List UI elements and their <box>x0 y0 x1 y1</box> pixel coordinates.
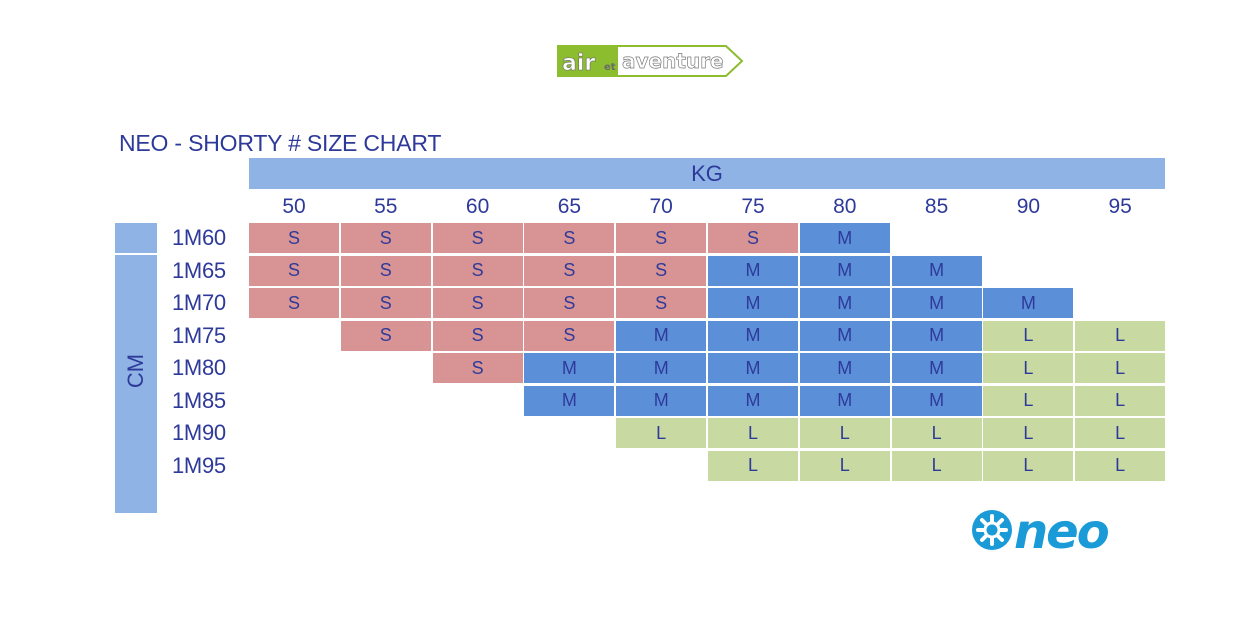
size-cell: S <box>616 255 707 286</box>
size-cell: S <box>524 255 615 286</box>
size-cell: S <box>340 255 431 286</box>
size-cell: L <box>799 450 890 481</box>
size-cell: M <box>891 353 982 383</box>
svg-text:neo: neo <box>1014 506 1109 554</box>
weight-column-header: 85 <box>924 195 949 218</box>
weight-header-row: 50 55 60 65 70 75 80 85 90 95 <box>249 195 1169 223</box>
size-cell: L <box>1075 418 1166 448</box>
size-cell: S <box>340 288 431 318</box>
size-cell: L <box>1075 320 1166 351</box>
height-row-label: 1M75 <box>172 322 226 348</box>
size-cell: M <box>891 288 982 318</box>
weight-column-header: 70 <box>649 195 673 218</box>
size-cell: S <box>340 223 431 253</box>
height-row-label: 1M95 <box>172 452 226 478</box>
kg-axis-label: KG <box>691 160 723 186</box>
size-cell: S <box>249 288 339 318</box>
size-cell: L <box>1075 385 1166 416</box>
size-cell: S <box>249 223 339 253</box>
weight-column-header: 95 <box>1108 195 1132 218</box>
cm-axis-label: CM <box>123 353 148 389</box>
size-cell: M <box>616 385 707 416</box>
air-et-aventure-logo: air et aventure <box>557 45 744 77</box>
size-cell: M <box>708 288 798 318</box>
kg-axis-bar: KG <box>249 158 1165 189</box>
height-row-label: 1M80 <box>172 355 226 380</box>
size-cell: L <box>983 353 1074 383</box>
size-cell: L <box>1075 353 1166 383</box>
size-cell: S <box>616 223 707 253</box>
weight-column-header: 60 <box>465 195 490 218</box>
size-cell: M <box>799 223 890 253</box>
weight-column-header: 90 <box>1016 195 1041 218</box>
size-cell: M <box>524 353 615 383</box>
size-cell: M <box>799 255 890 286</box>
height-row-label: 1M60 <box>172 225 226 250</box>
height-row-label: 1M90 <box>172 420 226 445</box>
size-cell: S <box>340 320 431 351</box>
size-cell: L <box>1075 450 1166 481</box>
size-cell: S <box>432 255 523 286</box>
size-cell: S <box>524 320 615 351</box>
weight-column-header: 80 <box>833 195 857 218</box>
size-cell: L <box>891 450 982 481</box>
height-row-label: 1M65 <box>172 257 226 283</box>
size-cell: L <box>983 320 1074 351</box>
size-cell: L <box>616 418 707 448</box>
size-cell: L <box>983 385 1074 416</box>
weight-column-header: 50 <box>282 195 306 218</box>
height-row-label: 1M70 <box>172 290 226 315</box>
size-cell: S <box>432 353 523 383</box>
size-cell: M <box>891 320 982 351</box>
neo-logo: neo <box>972 506 1111 554</box>
size-cell: L <box>799 418 890 448</box>
size-cell: S <box>249 255 339 286</box>
weight-column-header: 65 <box>557 195 582 218</box>
size-cell: L <box>983 418 1074 448</box>
cm-axis-notch <box>157 483 161 513</box>
size-cell: L <box>983 450 1074 481</box>
size-cell: L <box>708 418 798 448</box>
svg-text:air: air <box>562 51 595 76</box>
size-cell: M <box>708 385 798 416</box>
size-cell: M <box>708 255 798 286</box>
size-cell: S <box>616 288 707 318</box>
size-cell: M <box>799 320 890 351</box>
size-cell: M <box>983 288 1074 318</box>
size-cell: M <box>616 320 707 351</box>
height-row-label: 1M85 <box>172 387 226 413</box>
size-cell: M <box>708 353 798 383</box>
chart-title: NEO - SHORTY # SIZE CHART <box>119 130 442 156</box>
size-cell: M <box>524 385 615 416</box>
size-cell: L <box>708 450 798 481</box>
size-cell: M <box>799 353 890 383</box>
size-cell: S <box>524 223 615 253</box>
size-cell: M <box>708 320 798 351</box>
size-cell: S <box>432 320 523 351</box>
weight-column-header: 55 <box>374 195 398 218</box>
size-cell: S <box>708 223 798 253</box>
svg-text:et: et <box>604 62 616 73</box>
size-cell: S <box>432 288 523 318</box>
size-cell: S <box>524 288 615 318</box>
size-cell: S <box>432 223 523 253</box>
svg-text:aventure: aventure <box>622 49 724 73</box>
size-cell: M <box>799 385 890 416</box>
size-cell: M <box>799 288 890 318</box>
size-cell: M <box>891 255 982 286</box>
weight-column-header: 75 <box>741 195 765 218</box>
size-cell: M <box>616 353 707 383</box>
size-cell: M <box>891 385 982 416</box>
cm-axis-bar <box>115 223 157 513</box>
size-cell: L <box>891 418 982 448</box>
